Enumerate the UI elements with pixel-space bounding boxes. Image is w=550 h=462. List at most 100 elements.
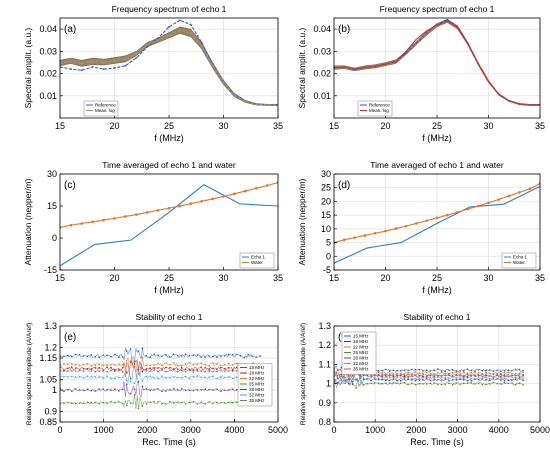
data-point (91, 220, 94, 224)
data-point (141, 356, 144, 359)
series-trace-1 (334, 371, 524, 381)
data-point (153, 364, 155, 366)
data-point (433, 377, 435, 380)
data-point (429, 374, 432, 377)
data-point (451, 379, 454, 381)
y-tick-label: 1.05 (39, 374, 57, 384)
x-tick-label: 0 (331, 425, 336, 435)
data-point (184, 375, 187, 378)
data-point (235, 388, 238, 391)
data-point (216, 363, 218, 366)
y-tick-label: 1.3 (44, 321, 57, 331)
data-point (388, 376, 391, 379)
data-point (492, 373, 495, 375)
x-tick-label: 20 (380, 273, 390, 283)
data-point (114, 364, 116, 366)
data-point (425, 219, 429, 222)
data-point (340, 382, 343, 384)
data-point (161, 402, 163, 405)
data-point (462, 382, 465, 385)
data-point (165, 366, 167, 369)
data-point (422, 370, 424, 372)
data-point (437, 379, 439, 381)
data-point (188, 354, 191, 357)
data-point (403, 378, 406, 380)
data-point (227, 388, 230, 391)
data-point (407, 369, 409, 371)
data-point (470, 382, 472, 384)
x-tick-label: 15 (329, 273, 339, 283)
data-point (394, 227, 398, 230)
data-point (196, 370, 199, 372)
data-point (481, 376, 484, 378)
data-point (94, 367, 97, 369)
data-point (396, 379, 398, 382)
data-point (192, 369, 195, 371)
data-point (82, 370, 85, 373)
data-point (518, 376, 521, 378)
data-point (149, 364, 152, 367)
data-point (114, 353, 116, 356)
data-point (399, 382, 402, 385)
data-point (125, 404, 128, 407)
data-point (129, 392, 132, 395)
data-point (425, 369, 428, 371)
data-point (485, 373, 487, 375)
data-point (231, 364, 234, 366)
data-point (435, 216, 439, 220)
data-point (118, 390, 120, 392)
data-point (102, 218, 105, 222)
series-trace-4 (334, 375, 524, 386)
data-point (106, 388, 108, 391)
data-point (200, 370, 203, 373)
x-tick-label: 25 (432, 273, 442, 283)
data-point (94, 371, 97, 373)
data-point (172, 353, 175, 356)
data-point (511, 376, 513, 378)
data-point (503, 377, 506, 380)
data-point (373, 378, 376, 380)
data-point (235, 353, 238, 356)
data-point (231, 388, 234, 390)
data-point (153, 369, 155, 371)
data-point (359, 383, 361, 386)
data-point (470, 380, 472, 382)
data-point (366, 382, 369, 385)
x-tick-label: 5000 (268, 425, 288, 435)
data-point (251, 355, 254, 357)
data-point (466, 207, 470, 211)
chart-title: Stability of echo 1 (403, 312, 470, 322)
data-point (172, 368, 175, 371)
data-point (466, 382, 469, 384)
data-point (507, 371, 510, 373)
data-point (212, 389, 214, 391)
x-tick-label: 30 (218, 273, 228, 283)
data-point (433, 369, 435, 371)
data-point (370, 379, 372, 382)
data-point (388, 374, 391, 377)
y-tick-label: 5 (326, 238, 331, 248)
data-point (503, 371, 506, 374)
legend-entry: 25 MHz (249, 382, 265, 387)
data-point (161, 364, 163, 367)
data-point (149, 389, 152, 392)
data-point (336, 374, 339, 377)
data-point (135, 57, 138, 59)
legend-box (341, 331, 377, 375)
data-point (106, 402, 108, 404)
data-point (470, 377, 472, 380)
data-point (70, 355, 73, 358)
data-point (437, 374, 439, 377)
data-point (437, 368, 439, 370)
data-point (414, 374, 417, 377)
data-point (351, 378, 354, 380)
data-point (451, 368, 454, 371)
data-point (189, 23, 192, 26)
data-point (440, 370, 443, 373)
data-point (481, 369, 484, 372)
data-point (189, 32, 192, 35)
chart-f: Stability of echo 1 0 1000 2000 3000 4000 5000… (300, 312, 550, 447)
data-point (180, 364, 183, 367)
data-point (208, 368, 210, 371)
